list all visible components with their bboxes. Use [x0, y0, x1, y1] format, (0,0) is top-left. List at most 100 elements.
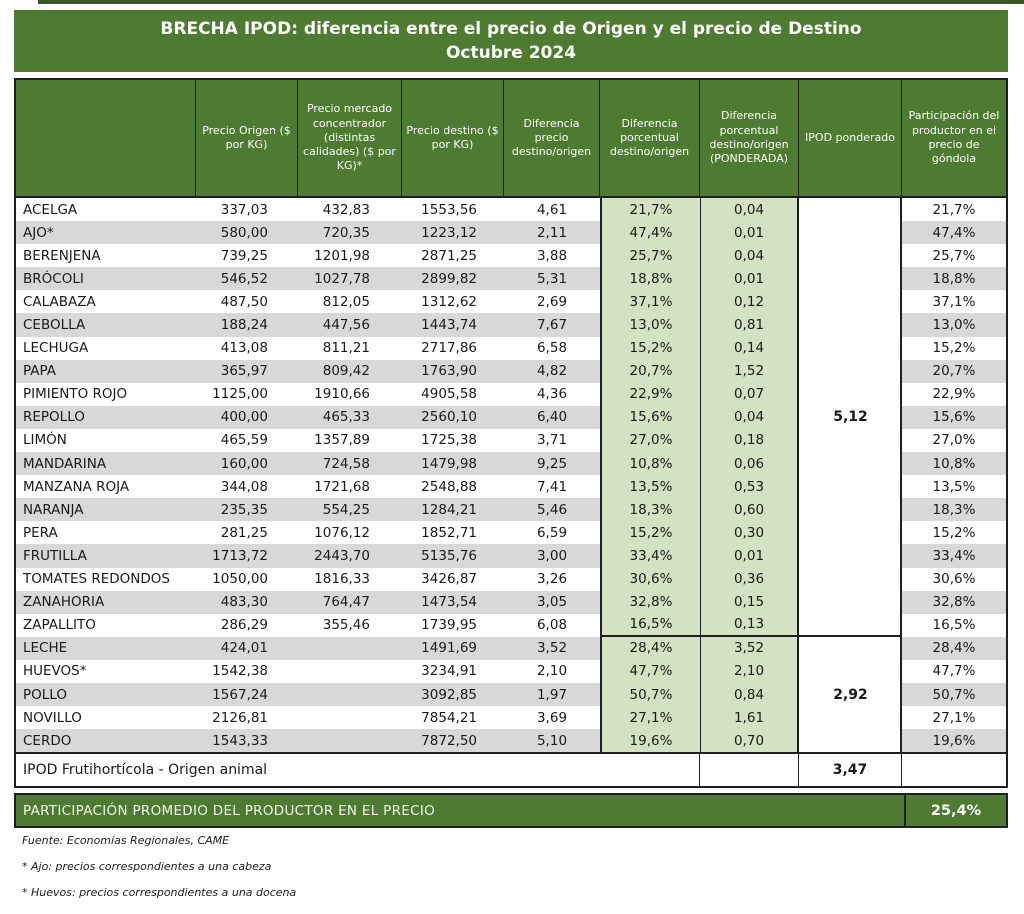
product-name-cell: REPOLLO [16, 405, 196, 429]
precio-destino-cell: 1553,56 [421, 201, 477, 218]
diferencia-porcentual-cell: 13,5% [600, 475, 700, 499]
footnote-huevos: * Huevos: precios correspondientes a una… [22, 886, 297, 899]
precio-origen-cell: 400,00 [196, 405, 298, 429]
table-row: CEBOLLA 188,24 447,56 1443,74 7,67 13,0% 0,81 1… [16, 313, 1006, 337]
participacion-cell: 19,6% [902, 729, 1006, 753]
ipod-ponderado-cell [799, 198, 902, 222]
participacion-cell: 30,6% [932, 571, 976, 588]
participacion-cell: 20,7% [902, 359, 1006, 383]
diferencia-porcentual-cell: 37,1% [600, 290, 700, 314]
diferencia-ponderada-cell: 1,61 [700, 706, 799, 730]
diferencia-porcentual-cell: 21,7% [600, 198, 700, 222]
diferencia-porcentual-cell: 27,0% [600, 428, 700, 453]
column-header-diferencia-ponderada: Diferencia porcentual destino/origen (PO… [700, 80, 799, 196]
precio-destino-cell: 3234,91 [421, 663, 477, 680]
diferencia-porcentual-cell: 15,2% [600, 336, 700, 360]
diferencia-ponderada-cell: 3,52 [700, 636, 799, 660]
ipod-ponderado-cell [799, 567, 902, 591]
precio-mercado-cell: 447,56 [298, 313, 402, 337]
ipod-ponderado-cell [799, 613, 902, 637]
precio-mercado-cell: 724,58 [298, 452, 402, 476]
table-row: POLLO 1567,24 3092,85 1,97 50,7% 0,84 50,7% [16, 682, 1006, 707]
precio-destino-cell: 2899,82 [402, 267, 504, 291]
diferencia-ponderada-cell: 1,52 [700, 359, 799, 383]
diferencia-ponderada-cell: 0,04 [700, 198, 799, 222]
product-name-cell: ZAPALLITO [23, 617, 96, 634]
product-name-cell: LIMÓN [23, 432, 67, 449]
diferencia-precio-cell: 5,31 [504, 267, 600, 291]
product-name-cell: HUEVOS* [23, 663, 87, 680]
ipod-ponderado-origen-animal-value: 2,92 [833, 687, 868, 703]
participacion-cell: 21,7% [932, 201, 976, 218]
product-name-cell: POLLO [16, 682, 196, 707]
diferencia-precio-cell: 2,10 [536, 663, 568, 680]
diferencia-precio-cell: 5,10 [504, 729, 600, 753]
participacion-cell: 32,8% [902, 590, 1006, 614]
ipod-ponderado-cell [799, 405, 902, 429]
participacion-cell: 18,8% [902, 267, 1006, 291]
diferencia-precio-cell: 7,67 [504, 313, 600, 337]
diferencia-ponderada-cell: 0,60 [700, 498, 799, 522]
ipod-summary-value: 3,47 [799, 754, 902, 787]
diferencia-ponderada-cell: 0,81 [700, 313, 799, 337]
column-header-ipod-ponderado: IPOD ponderado [799, 80, 902, 196]
table-row: LIMÓN 465,59 1357,89 1725,38 3,71 27,0% 0,18 27… [16, 428, 1006, 453]
diferencia-precio-cell: 6,08 [536, 617, 568, 634]
table-row: MANDARINA 160,00 724,58 1479,98 9,25 10,8% 0,0… [16, 452, 1006, 476]
precio-destino-cell: 2717,86 [421, 340, 477, 357]
product-name-cell: PIMIENTO ROJO [23, 386, 128, 403]
participacion-promedio-value: 25,4% [904, 795, 1006, 826]
precio-destino-cell: 5135,76 [402, 544, 504, 568]
table-row: HUEVOS* 1542,38 3234,91 2,10 47,7% 2,10 47,7% [16, 659, 1006, 683]
table-header-row: Precio Origen ($ por KG) Precio mercado … [16, 80, 1006, 198]
precio-destino-cell: 1725,38 [421, 432, 477, 449]
table-row: MANZANA ROJA 344,08 1721,68 2548,88 7,41 13,5… [16, 475, 1006, 499]
diferencia-precio-cell: 3,00 [504, 544, 600, 568]
table-row: AJO* 580,00 720,35 1223,12 2,11 47,4% 0,01 47,4… [16, 221, 1006, 245]
ipod-ponderado-cell [799, 682, 902, 707]
page-subtitle: Octubre 2024 [445, 42, 577, 63]
precio-destino-cell: 2548,88 [421, 478, 477, 495]
diferencia-ponderada-cell: 0,18 [700, 428, 799, 453]
diferencia-porcentual-cell: 50,7% [600, 682, 700, 707]
diferencia-porcentual-cell: 15,2% [600, 521, 700, 545]
product-name-cell: LECHE [16, 636, 196, 660]
precio-origen-cell: 487,50 [220, 293, 268, 310]
precio-origen-cell: 344,08 [220, 478, 268, 495]
diferencia-precio-cell: 3,05 [504, 590, 600, 614]
precio-destino-cell: 4905,58 [421, 386, 477, 403]
product-name-cell: NARANJA [16, 498, 196, 522]
diferencia-porcentual-cell: 13,0% [600, 313, 700, 337]
precio-mercado-cell [298, 729, 402, 753]
precio-origen-cell: 160,00 [196, 452, 298, 476]
precio-origen-cell: 1713,72 [196, 544, 298, 568]
table-row: NOVILLO 2126,81 7854,21 3,69 27,1% 1,61 27,1% [16, 706, 1006, 730]
precio-destino-cell: 1473,54 [402, 590, 504, 614]
precio-mercado-cell: 1201,98 [314, 247, 370, 264]
precio-origen-cell: 2126,81 [212, 709, 268, 726]
diferencia-precio-cell: 4,61 [536, 201, 568, 218]
ipod-ponderado-cell [799, 452, 902, 476]
diferencia-precio-cell: 1,97 [504, 682, 600, 707]
ipod-ponderado-cell [799, 382, 902, 406]
product-name-cell: CEBOLLA [16, 313, 196, 337]
product-name-cell: NOVILLO [23, 709, 82, 726]
ipod-ponderado-cell [799, 521, 902, 545]
precio-mercado-cell: 1076,12 [314, 524, 370, 541]
column-header-participacion: Participación del productor en el precio… [908, 109, 1000, 166]
precio-mercado-cell: 1357,89 [314, 432, 370, 449]
precio-destino-cell: 1763,90 [402, 359, 504, 383]
participacion-cell: 16,5% [932, 617, 976, 634]
ipod-ponderado-cell [799, 336, 902, 360]
diferencia-ponderada-cell: 0,01 [700, 267, 799, 291]
precio-mercado-cell [298, 706, 402, 729]
precio-mercado-cell [298, 636, 402, 660]
ipod-ponderado-cell [799, 244, 902, 268]
page-title: BRECHA IPOD: diferencia entre el precio … [160, 19, 862, 40]
precio-origen-cell: 465,59 [220, 432, 268, 449]
table-row: REPOLLO 400,00 465,33 2560,10 6,40 15,6% 0,04 1… [16, 405, 1006, 429]
footnotes: Fuente: Economías Regionales, CAME * Ajo… [22, 834, 296, 912]
precio-origen-cell: 235,35 [196, 498, 298, 522]
participacion-cell: 47,4% [902, 221, 1006, 245]
precio-mercado-cell: 554,25 [298, 498, 402, 522]
